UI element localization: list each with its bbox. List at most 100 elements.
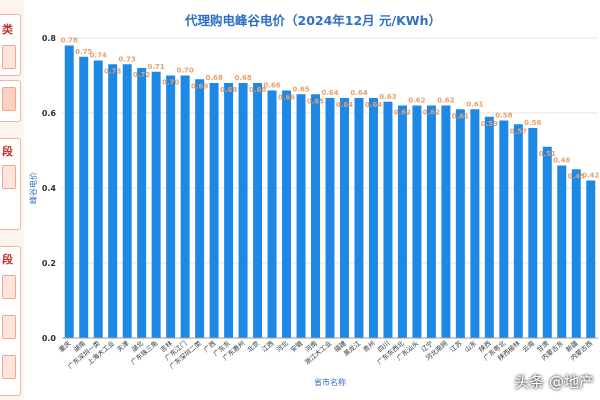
bar <box>542 146 552 338</box>
bar-data-label: 0.64 <box>321 89 338 97</box>
bar <box>528 128 538 338</box>
bar-data-label: 0.74 <box>90 52 107 60</box>
bar-data-label: 0.64 <box>350 89 367 97</box>
bar <box>354 98 364 338</box>
bar-data-label: 0.72 <box>133 71 150 79</box>
bar-data-label: 0.78 <box>61 37 78 45</box>
bar-chart: 0.00.20.40.60.8峰谷电价0.78重庆0.75湖南0.74广东深圳一… <box>28 34 600 387</box>
bar <box>557 165 567 338</box>
filter-panel-2: 段 <box>0 138 21 230</box>
bar-data-label: 0.75 <box>75 48 92 56</box>
bar-data-label: 0.59 <box>481 120 498 128</box>
y-tick-label: 0.8 <box>42 34 57 43</box>
bar-data-label: 0.73 <box>104 67 121 75</box>
bar-data-label: 0.68 <box>220 86 237 94</box>
watermark: 头条 @地产 <box>514 373 594 391</box>
x-tick-label: 河北 <box>275 339 290 354</box>
bar-data-label: 0.69 <box>191 82 208 90</box>
bar-data-label: 0.66 <box>263 82 280 90</box>
x-tick-label: 江苏 <box>448 338 464 354</box>
bar <box>296 94 306 338</box>
bar-data-label: 0.68 <box>249 86 266 94</box>
x-tick-label: 安徽 <box>289 338 305 354</box>
bar <box>499 120 509 338</box>
bar-data-label: 0.64 <box>365 101 382 109</box>
bar-data-label: 0.57 <box>510 127 527 135</box>
bar <box>586 180 596 338</box>
bar-data-label: 0.68 <box>205 74 222 82</box>
bar-data-label: 0.70 <box>176 67 193 75</box>
filter-option[interactable] <box>2 165 16 189</box>
y-tick-label: 0.0 <box>42 334 57 343</box>
x-axis-label: 省市名称 <box>314 377 346 387</box>
filter-panel-3: 段 <box>0 246 21 396</box>
bar <box>311 94 321 338</box>
bar <box>513 124 523 338</box>
y-tick-label: 0.2 <box>42 259 56 268</box>
bar <box>64 45 74 338</box>
bar-data-label: 0.61 <box>466 100 483 108</box>
x-tick-label: 贵州 <box>361 339 377 354</box>
bar-data-label: 0.73 <box>119 55 136 63</box>
y-tick-label: 0.4 <box>42 184 57 193</box>
bar-data-label: 0.65 <box>292 85 309 93</box>
bar <box>455 109 465 338</box>
x-tick-label: 北京 <box>245 338 261 354</box>
filter-panel-1: 类 <box>0 14 21 76</box>
bar <box>151 71 161 338</box>
filter-option[interactable] <box>2 315 16 339</box>
bar <box>484 116 494 338</box>
bar-data-label: 0.58 <box>495 112 512 120</box>
bar-data-label: 0.46 <box>553 157 570 165</box>
x-tick-label: 重庆 <box>57 338 73 354</box>
bar <box>209 83 219 338</box>
chart-title: 代理购电峰谷电价（2024年12月 元/KWh） <box>185 13 441 28</box>
bar-data-label: 0.42 <box>582 172 599 180</box>
y-tick-label: 0.6 <box>42 109 57 118</box>
bar-data-label: 0.64 <box>336 101 353 109</box>
bar <box>397 105 407 338</box>
bar-data-label: 0.61 <box>452 112 469 120</box>
filter-option[interactable] <box>2 275 16 299</box>
bar <box>79 56 89 338</box>
x-tick-label: 山东 <box>462 338 478 354</box>
x-tick-label: 天津 <box>115 339 130 354</box>
bar <box>412 105 422 338</box>
bar-data-label: 0.63 <box>379 93 396 101</box>
bar-data-label: 0.62 <box>423 109 440 117</box>
x-tick-label: 云南 <box>520 338 536 354</box>
bar <box>224 83 234 338</box>
bar <box>339 98 349 338</box>
bar <box>426 105 436 338</box>
bar <box>93 60 103 338</box>
filter-option[interactable] <box>2 355 16 379</box>
bar <box>383 101 393 338</box>
bar <box>571 169 581 338</box>
filter-panel-1-label: 类 <box>2 23 13 36</box>
bar-data-label: 0.62 <box>437 97 454 105</box>
y-axis-label: 峰谷电价 <box>28 172 38 204</box>
bar-data-label: 0.56 <box>524 119 541 127</box>
filter-option[interactable] <box>2 87 16 111</box>
bar <box>267 90 277 338</box>
bar <box>108 64 118 338</box>
bar <box>441 105 451 338</box>
bar <box>282 90 292 338</box>
filter-panel-2-label: 段 <box>2 145 13 158</box>
bar <box>180 75 190 338</box>
bar-data-label: 0.62 <box>394 109 411 117</box>
x-tick-label: 江西 <box>260 339 275 354</box>
left-side-panel: 类 段 段 <box>0 0 24 400</box>
bar <box>122 64 132 338</box>
x-tick-label: 黑龙江 <box>342 338 363 358</box>
bar <box>166 75 176 338</box>
filter-option[interactable] <box>2 45 16 69</box>
filter-panel-3-label: 段 <box>2 253 13 266</box>
bar-data-label: 0.66 <box>278 94 295 102</box>
bar <box>137 68 147 338</box>
bar-data-label: 0.45 <box>568 172 585 180</box>
bar-data-label: 0.51 <box>539 150 556 158</box>
bar <box>325 98 335 338</box>
bar-data-label: 0.68 <box>234 74 251 82</box>
filter-panel-1b <box>0 80 21 122</box>
